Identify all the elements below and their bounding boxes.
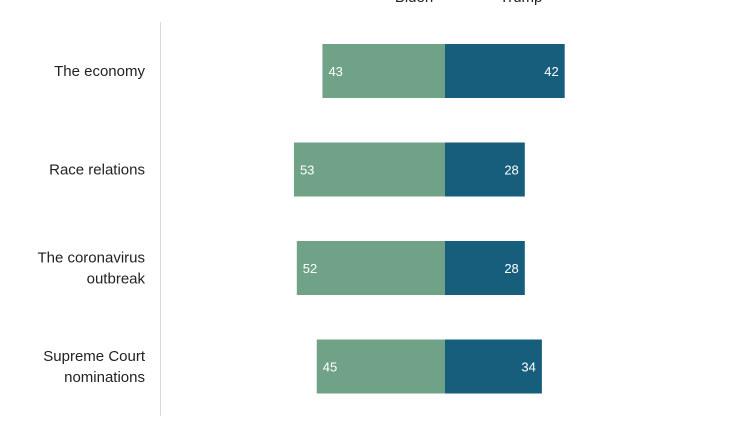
bar-biden-supreme-court-nominations — [316, 339, 445, 394]
value-label-trump: 28 — [504, 261, 518, 276]
value-label-trump: 34 — [521, 360, 535, 375]
bar-trump-the-economy — [445, 44, 565, 98]
category-label: Race relations — [49, 162, 145, 179]
category-label: Supreme Court — [43, 348, 146, 365]
category-label: The economy — [54, 63, 145, 80]
legend: Biden Trump — [395, 0, 543, 6]
value-label-biden: 43 — [328, 64, 342, 79]
category-label: The coronavirus — [37, 250, 145, 267]
value-label-trump: 42 — [544, 64, 558, 79]
value-labels: 43 42 53 28 52 28 45 34 — [300, 64, 559, 375]
bars — [293, 44, 565, 394]
bar-biden-the-coronavirus-outbreak — [296, 241, 445, 295]
category-label: outbreak — [87, 271, 146, 288]
value-label-biden: 53 — [300, 163, 314, 178]
value-label-biden: 52 — [303, 261, 317, 276]
bar-biden-race-relations — [293, 142, 445, 197]
value-label-biden: 45 — [323, 360, 337, 375]
bar-trump-race-relations — [445, 142, 525, 197]
bar-trump-the-coronavirus-outbreak — [445, 241, 525, 295]
value-label-trump: 28 — [504, 163, 518, 178]
bar-trump-supreme-court-nominations — [445, 339, 542, 394]
category-labels: The economy Race relations The coronavirus… — [37, 63, 145, 386]
legend-biden: Biden — [395, 0, 433, 6]
bar-biden-the-economy — [322, 44, 445, 98]
category-label: nominations — [64, 369, 145, 386]
legend-trump: Trump — [500, 0, 543, 6]
